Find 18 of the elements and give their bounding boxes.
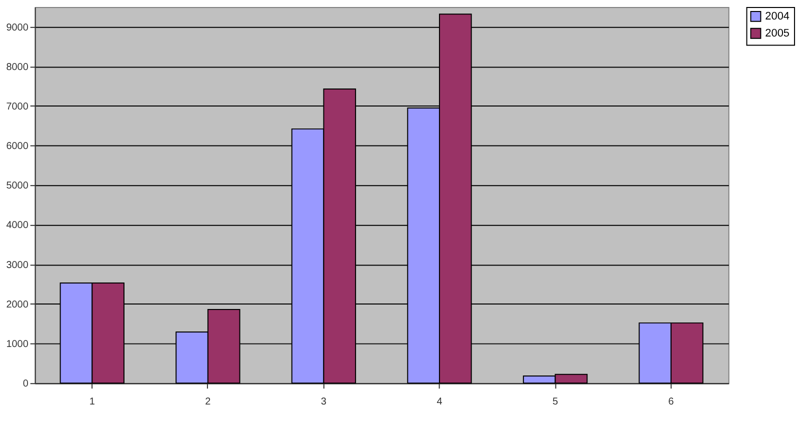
y-tick-label: 6000 [6,141,29,152]
x-tick-label: 3 [320,396,327,408]
y-tick-label: 4000 [6,220,29,232]
legend-label: 2004 [765,10,790,22]
y-tick-label: 0 [22,378,29,390]
y-tick-label: 2000 [6,299,29,310]
x-tick-label: 1 [89,396,96,408]
y-tick-label: 1000 [6,339,29,350]
y-tick-label: 5000 [6,180,29,192]
y-tick-label: 9000 [6,22,29,34]
x-tick-label: 5 [552,396,558,408]
x-tick-label: 4 [436,396,443,408]
x-tick-label: 6 [668,396,674,408]
y-tick-label: 7000 [6,101,29,112]
y-tick-label: 3000 [6,260,29,271]
y-tick-label: 8000 [6,62,29,73]
legend-label: 2005 [765,27,790,40]
x-tick-label: 2 [205,396,212,408]
